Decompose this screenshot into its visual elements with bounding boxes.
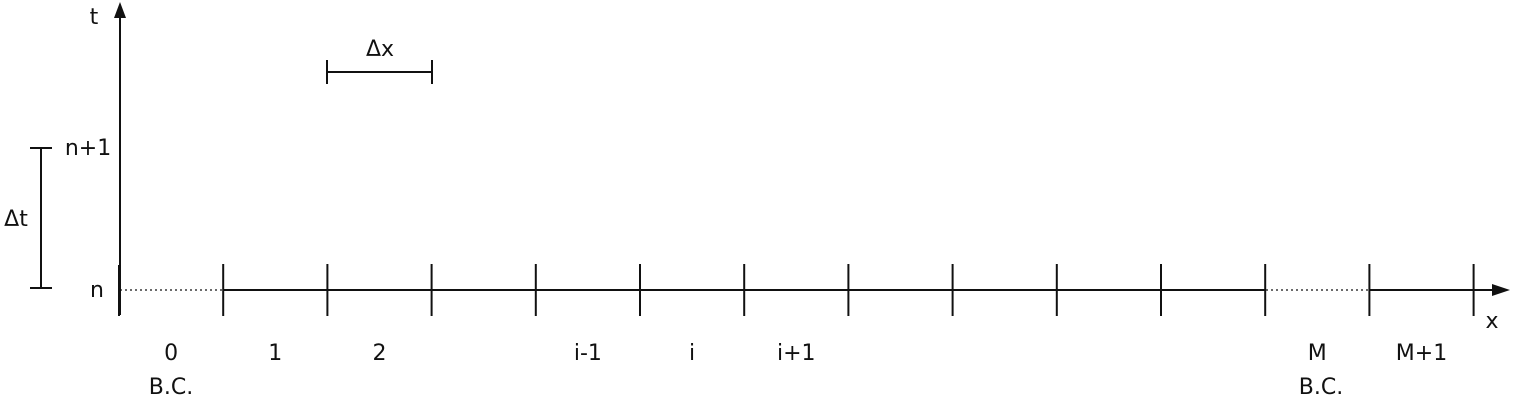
delta-t-label: Δt [4,207,28,232]
cell-index-label: 2 [373,341,387,366]
cell-index-labels: 0 1 2 i-1 i i+1 M M+1 [164,341,1447,366]
time-axis-arrowhead [114,2,126,18]
time-level-n-label: n [90,278,104,303]
cell-index-label: i+1 [777,341,816,366]
cell-index-label: 0 [164,341,178,366]
cell-index-label: M+1 [1396,341,1447,366]
cell-index-label: i-1 [574,341,602,366]
cell-index-label: 1 [268,341,282,366]
delta-x-label: Δx [366,37,394,62]
time-axis-label: t [90,5,99,30]
right-boundary-condition-label: B.C. [1299,375,1343,400]
cell-index-label: i [689,341,695,366]
cell-index-label: M [1308,341,1327,366]
left-boundary-condition-label: B.C. [149,375,193,400]
space-axis-label: x [1485,309,1498,334]
delta-t-bracket [30,148,52,288]
time-level-n-plus-1-label: n+1 [65,136,111,161]
space-axis-arrowhead [1492,284,1510,296]
delta-x-bracket [327,60,432,84]
